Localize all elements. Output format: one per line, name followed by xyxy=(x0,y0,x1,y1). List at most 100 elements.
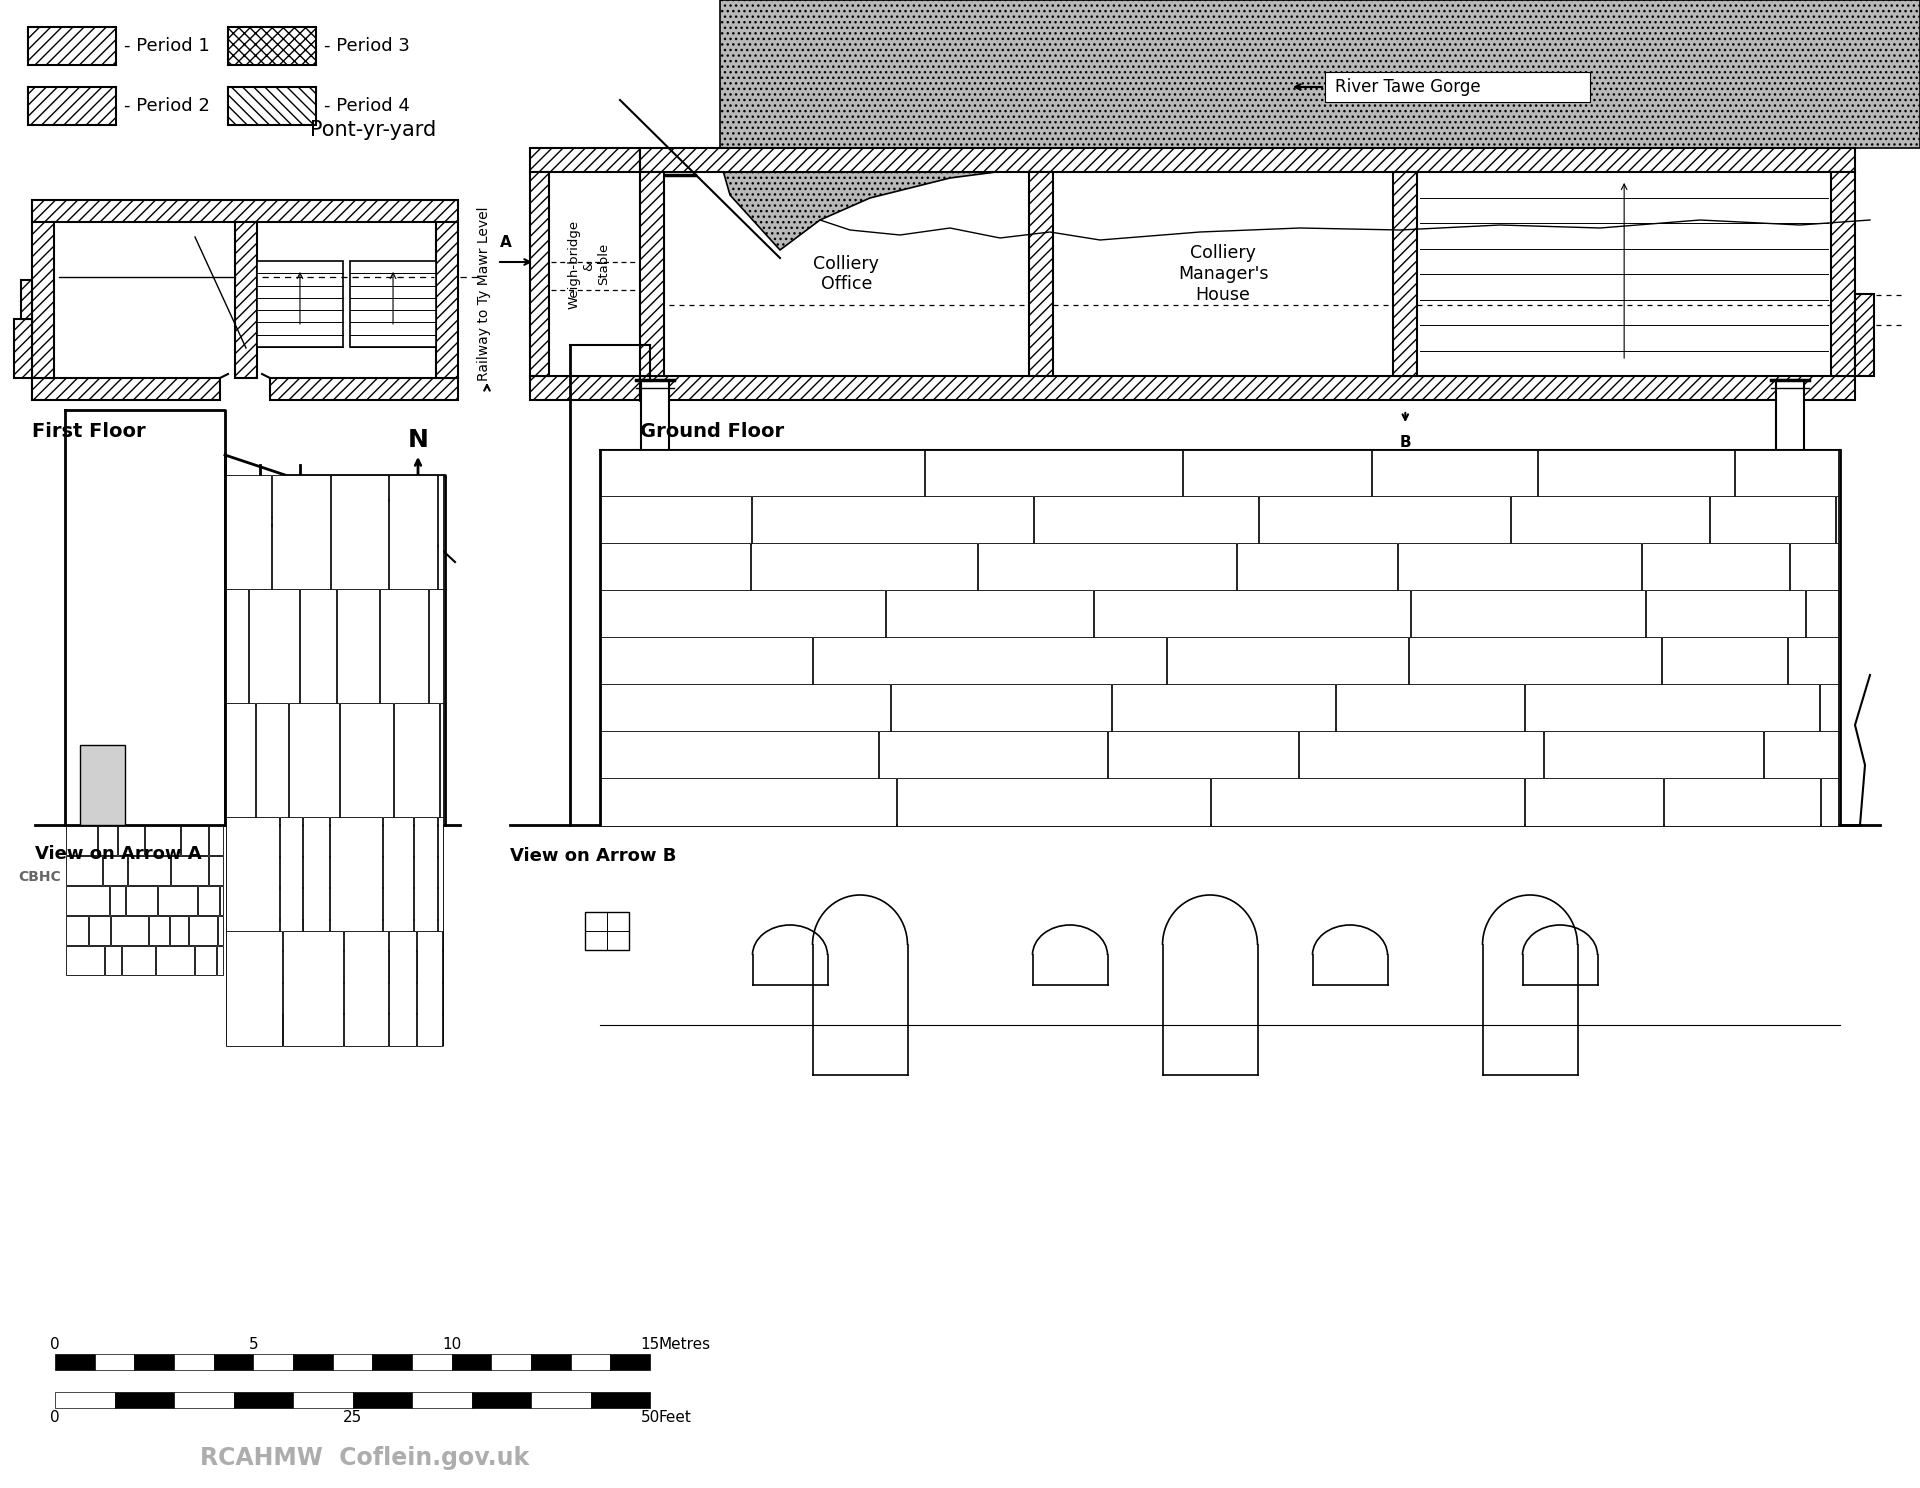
Bar xyxy=(438,817,444,931)
Bar xyxy=(29,27,115,65)
Bar xyxy=(346,945,399,995)
Bar xyxy=(1258,497,1509,545)
Bar xyxy=(332,1354,372,1370)
Bar xyxy=(33,378,221,400)
Bar xyxy=(175,1354,213,1370)
Bar xyxy=(885,591,1092,638)
Text: A: A xyxy=(499,235,513,250)
Bar xyxy=(311,826,357,856)
Bar xyxy=(227,888,267,918)
Bar xyxy=(263,826,309,856)
Bar xyxy=(227,951,276,982)
Bar xyxy=(1336,684,1524,732)
Bar xyxy=(1820,684,1837,732)
Bar xyxy=(371,888,396,918)
Bar xyxy=(891,684,1112,732)
Bar xyxy=(213,1354,253,1370)
Text: 25: 25 xyxy=(344,1411,363,1426)
Bar xyxy=(227,857,253,887)
Bar xyxy=(267,888,309,918)
Bar xyxy=(394,702,440,817)
Bar xyxy=(1832,173,1855,376)
Bar xyxy=(1789,543,1837,591)
Bar xyxy=(253,857,298,887)
Bar xyxy=(111,915,148,945)
Bar xyxy=(570,1354,611,1370)
Bar xyxy=(65,885,109,915)
Bar xyxy=(282,1013,311,1045)
Bar xyxy=(1167,637,1409,684)
Bar xyxy=(601,543,751,591)
Bar xyxy=(209,826,223,854)
Bar xyxy=(56,1354,94,1370)
Bar xyxy=(1855,295,1874,376)
Text: B: B xyxy=(1400,434,1411,449)
Bar xyxy=(298,857,330,887)
Bar xyxy=(1645,591,1805,638)
Bar xyxy=(340,702,394,817)
Bar xyxy=(271,378,459,400)
Bar xyxy=(156,945,194,975)
Bar xyxy=(336,1013,372,1045)
Bar xyxy=(1788,637,1837,684)
Text: - Period 3: - Period 3 xyxy=(324,37,409,55)
Bar xyxy=(472,1391,532,1408)
Bar xyxy=(359,826,397,856)
Bar xyxy=(109,885,125,915)
Bar xyxy=(104,856,127,884)
Bar xyxy=(532,1391,591,1408)
Bar xyxy=(415,817,438,931)
Bar xyxy=(1236,543,1398,591)
Bar xyxy=(601,778,895,826)
Bar xyxy=(1511,497,1709,545)
Bar xyxy=(1325,71,1590,103)
Bar xyxy=(388,930,417,1046)
Bar xyxy=(217,945,223,975)
Bar xyxy=(330,817,382,931)
Bar xyxy=(977,543,1236,591)
Bar xyxy=(234,222,257,378)
Text: View on Arrow A: View on Arrow A xyxy=(35,845,202,863)
Bar xyxy=(227,826,261,856)
Bar xyxy=(234,1391,294,1408)
Bar xyxy=(1776,379,1805,449)
Bar xyxy=(814,637,1165,684)
Bar xyxy=(338,588,380,704)
Bar xyxy=(753,497,1033,545)
Bar xyxy=(81,745,125,824)
Bar xyxy=(121,945,156,975)
Bar xyxy=(280,817,301,931)
Bar xyxy=(436,222,459,378)
Bar xyxy=(227,982,259,1013)
Bar xyxy=(390,951,417,982)
Bar xyxy=(879,731,1108,778)
Bar xyxy=(367,920,403,951)
Bar xyxy=(227,817,278,931)
Bar xyxy=(171,856,207,884)
Bar xyxy=(227,588,248,704)
Bar xyxy=(1300,731,1544,778)
Bar xyxy=(438,475,444,589)
Bar xyxy=(639,173,664,376)
Bar xyxy=(1820,778,1837,826)
Text: - Period 4: - Period 4 xyxy=(324,97,409,115)
Bar xyxy=(1183,449,1371,497)
Bar xyxy=(407,1013,436,1045)
Bar xyxy=(1094,591,1409,638)
Bar xyxy=(390,475,438,589)
Bar xyxy=(294,1391,353,1408)
Bar xyxy=(1212,778,1524,826)
Text: CBHC: CBHC xyxy=(17,870,61,884)
Bar xyxy=(290,702,340,817)
Bar xyxy=(296,982,321,1013)
Bar xyxy=(1805,591,1837,638)
Bar xyxy=(601,449,924,497)
Bar xyxy=(430,826,444,856)
Text: Colliery
Manager's
House: Colliery Manager's House xyxy=(1177,244,1269,304)
Bar xyxy=(424,857,444,887)
Text: Metres: Metres xyxy=(659,1338,710,1353)
Bar xyxy=(382,817,413,931)
Text: - Period 2: - Period 2 xyxy=(125,97,209,115)
Bar xyxy=(119,826,144,854)
Bar xyxy=(403,920,438,951)
